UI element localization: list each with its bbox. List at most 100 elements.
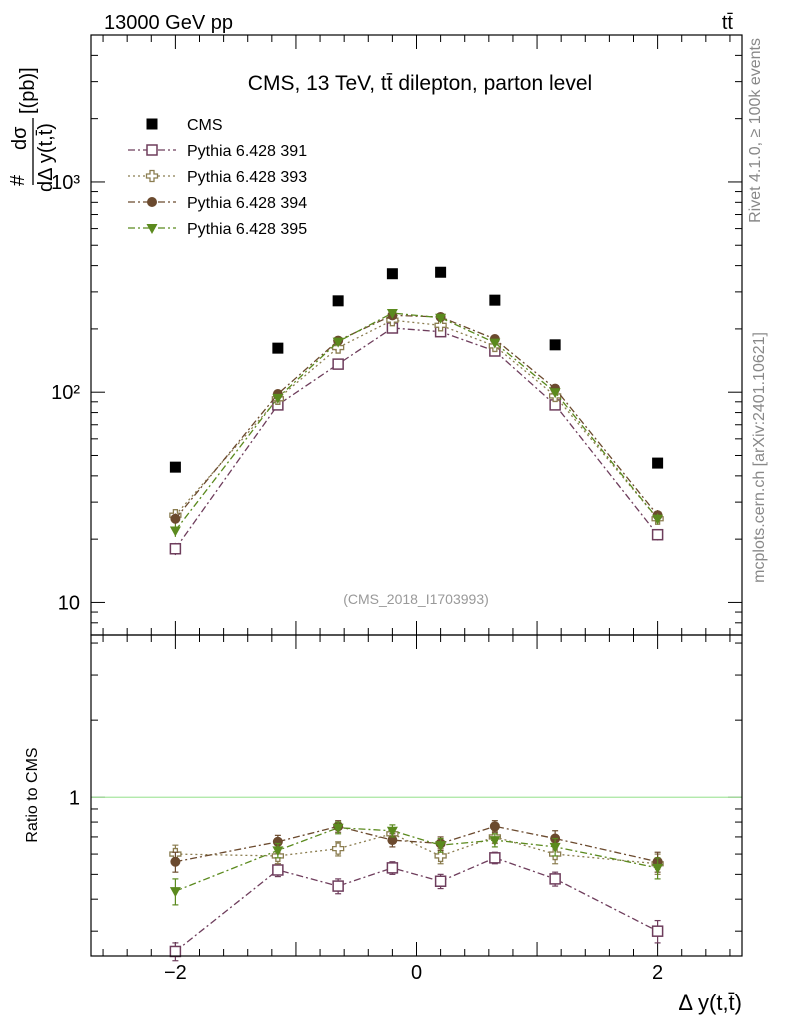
ratio-point bbox=[272, 836, 283, 847]
y-axis-label: # dσ dΔ y(t,t̄) [(pb)] bbox=[7, 67, 57, 192]
ratio-series-line bbox=[174, 857, 658, 952]
ratio-series-line bbox=[175, 827, 658, 892]
legend-label: Pythia 6.428 395 bbox=[187, 221, 307, 238]
data-point bbox=[652, 457, 664, 469]
ratio-point bbox=[435, 841, 447, 852]
analysis-tag: (CMS_2018_I1703993) bbox=[343, 591, 489, 607]
data-point bbox=[272, 393, 284, 404]
data-point bbox=[332, 295, 344, 307]
ratio-series-3 bbox=[170, 820, 663, 873]
legend: CMS Pythia 6.428 391 Pythia 6.428 393 Pythi… bbox=[128, 117, 307, 238]
series-line bbox=[174, 312, 659, 531]
ratio-point bbox=[489, 836, 501, 847]
y-label-numerator: dσ bbox=[9, 126, 31, 150]
legend-label: CMS bbox=[187, 117, 223, 134]
series-4 bbox=[169, 309, 664, 537]
legend-label: Pythia 6.428 394 bbox=[187, 195, 307, 212]
y-tick-label: 10 bbox=[58, 592, 80, 614]
ratio-point bbox=[549, 842, 561, 853]
legend-item: Pythia 6.428 393 bbox=[128, 169, 307, 186]
ratio-point bbox=[652, 863, 664, 874]
ratio-point bbox=[651, 925, 664, 937]
data-point bbox=[435, 266, 447, 278]
series-0 bbox=[169, 266, 664, 473]
data-point bbox=[489, 338, 501, 349]
ratio-y-label: Ratio to CMS bbox=[24, 747, 41, 842]
ratio-axis-ticks: −2 0 2 1 bbox=[69, 635, 742, 984]
ratio-series-1 bbox=[169, 851, 664, 962]
header-right: tt̄ bbox=[722, 12, 734, 34]
ratio-point bbox=[331, 842, 345, 855]
data-point bbox=[332, 358, 344, 370]
data-point bbox=[434, 319, 447, 332]
legend-label: Pythia 6.428 393 bbox=[187, 169, 307, 186]
ratio-series-4 bbox=[169, 821, 664, 906]
ratio-panel-frame bbox=[90, 634, 743, 957]
data-point bbox=[386, 309, 398, 320]
series-2 bbox=[169, 314, 664, 525]
rivet-label: Rivet 4.1.0, ≥ 100k events bbox=[747, 38, 764, 223]
ratio-series-line bbox=[175, 833, 658, 865]
data-point bbox=[651, 528, 664, 541]
series-3 bbox=[170, 310, 663, 525]
data-point bbox=[272, 342, 284, 354]
ratio-point bbox=[332, 880, 344, 892]
ratio-series-2 bbox=[169, 827, 664, 875]
data-point bbox=[169, 526, 181, 537]
ratio-point bbox=[434, 849, 447, 863]
data-point bbox=[169, 461, 181, 473]
ratio-point bbox=[489, 852, 501, 864]
x-axis-label: Δ y(t,t̄) bbox=[678, 990, 742, 1015]
mcplots-label: mcplots.cern.ch [arXiv:2401.10621] bbox=[751, 332, 768, 583]
series-1 bbox=[169, 322, 664, 556]
ratio-point bbox=[272, 864, 284, 876]
legend-item: Pythia 6.428 391 bbox=[128, 143, 307, 160]
legend-marker bbox=[146, 118, 158, 130]
data-point bbox=[489, 294, 501, 306]
ratio-series-layer bbox=[91, 796, 742, 962]
ratio-point bbox=[489, 821, 500, 832]
data-point bbox=[169, 543, 182, 555]
ratio-series-line bbox=[175, 825, 658, 863]
data-point bbox=[386, 268, 398, 280]
series-line bbox=[174, 314, 659, 520]
ratio-point bbox=[434, 875, 447, 887]
data-point bbox=[435, 313, 447, 324]
legend-item: CMS bbox=[146, 117, 223, 134]
legend-marker bbox=[146, 224, 158, 234]
series-line bbox=[174, 327, 659, 550]
y-label-hash: # bbox=[7, 174, 29, 186]
x-tick-label: 0 bbox=[411, 962, 422, 984]
ratio-point bbox=[169, 887, 181, 898]
data-point bbox=[170, 513, 181, 524]
legend-label: Pythia 6.428 391 bbox=[187, 143, 307, 160]
chart-title: CMS, 13 TeV, tt̄ dilepton, parton level bbox=[248, 72, 592, 95]
y-tick-label: 10³ bbox=[51, 172, 80, 194]
data-point bbox=[332, 337, 344, 348]
ratio-point bbox=[549, 873, 561, 885]
data-point bbox=[549, 339, 561, 351]
ratio-point bbox=[387, 835, 398, 846]
x-tick-label: −2 bbox=[164, 962, 187, 984]
header-left: 13000 GeV pp bbox=[104, 12, 233, 34]
data-point bbox=[652, 514, 664, 525]
ratio-point bbox=[332, 823, 344, 834]
x-tick-label: 2 bbox=[652, 962, 663, 984]
main-series-layer bbox=[169, 266, 664, 556]
data-point bbox=[549, 388, 561, 399]
ratio-point bbox=[272, 846, 284, 857]
ratio-point bbox=[170, 856, 181, 867]
ratio-point bbox=[386, 826, 398, 837]
legend-marker bbox=[145, 169, 159, 183]
ratio-point bbox=[169, 945, 182, 958]
ratio-point bbox=[386, 862, 399, 874]
legend-marker bbox=[147, 197, 157, 207]
legend-marker bbox=[146, 144, 158, 156]
main-axis-ticks: 10 10² 10³ bbox=[51, 34, 742, 636]
legend-item: Pythia 6.428 395 bbox=[128, 221, 307, 238]
y-label-unit: [(pb)] bbox=[17, 67, 39, 114]
series-line bbox=[174, 319, 659, 520]
ratio-y-tick-label: 1 bbox=[69, 787, 80, 809]
y-label-denominator: dΔ y(t,t̄) bbox=[35, 123, 57, 192]
